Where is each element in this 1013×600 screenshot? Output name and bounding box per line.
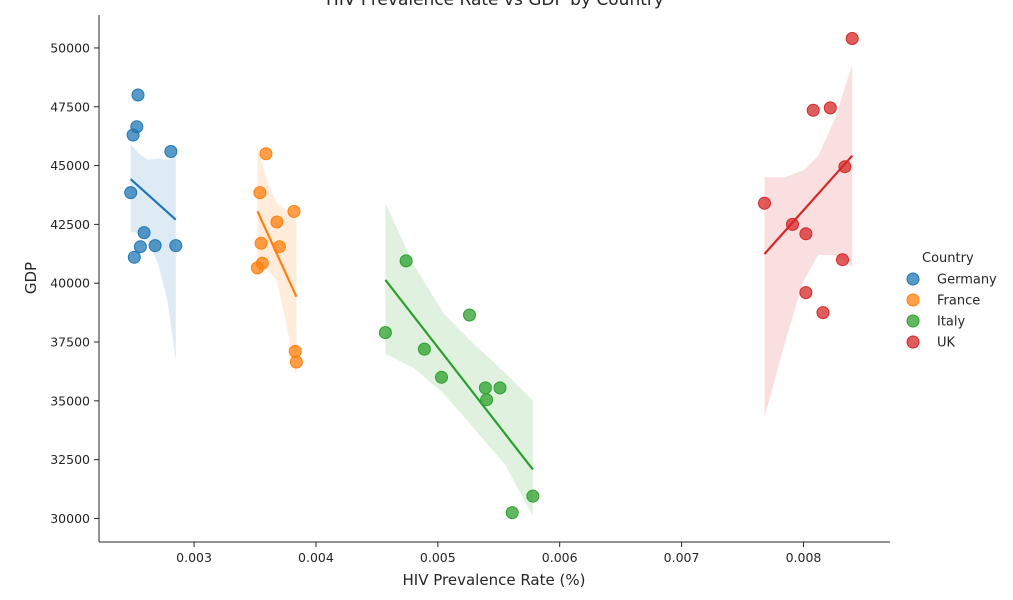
y-ticks: 30000 32500 35000 37500 40000 42500 45000 47500… [50,40,99,526]
legend-title: Country [922,251,974,266]
scatter-points [124,32,859,520]
axes: 0.003 0.004 0.005 0.006 0.007 0.008 30000 3250… [50,15,890,565]
point-germany [133,240,147,254]
legend-marker-uk [906,335,920,349]
legend-marker-germany [906,272,920,286]
x-tick-label: 0.005 [420,550,456,565]
point-uk [816,306,830,320]
point-italy [378,326,392,340]
regression-line-france [256,210,298,298]
point-uk [758,196,771,210]
point-france [287,204,301,218]
point-italy [463,308,476,322]
point-uk [836,253,849,267]
point-germany [148,239,162,253]
confidence-band-france [257,146,297,378]
x-tick-label: 0.004 [298,550,334,565]
point-france [289,355,303,369]
point-germany [164,145,178,158]
point-france [253,186,267,200]
legend-label-italy: Italy [937,315,966,330]
x-tick-label: 0.007 [664,550,700,565]
confidence-bands [130,64,853,517]
confidence-band-uk [764,64,853,418]
point-germany [124,186,138,200]
point-italy [505,506,519,520]
confidence-band-germany [130,144,176,361]
point-uk [823,101,837,115]
x-tick-label: 0.006 [542,550,578,565]
regression-line-germany [129,178,177,221]
y-tick-label: 42500 [50,217,90,232]
legend-label-france: France [937,294,980,309]
y-tick-label: 40000 [50,276,90,291]
chart-title: HIV Prevalence Rate vs GDP by Country [326,0,664,10]
point-uk [806,103,820,117]
point-germany [169,239,183,253]
legend-label-germany: Germany [937,273,997,288]
x-tick-label: 0.003 [176,550,212,565]
point-germany [126,128,140,142]
y-tick-label: 47500 [50,99,90,114]
point-france [270,215,284,229]
point-france [259,147,273,161]
point-italy [435,370,448,384]
legend-label-uk: UK [937,336,956,351]
point-germany [127,250,141,264]
regression-line-italy [384,279,534,471]
point-uk [799,286,813,300]
y-tick-label: 37500 [50,335,90,350]
y-tick-label: 50000 [50,40,90,55]
point-uk [838,160,852,174]
y-tick-label: 30000 [50,511,90,526]
point-france [272,240,286,254]
point-italy [417,342,431,356]
confidence-band-italy [385,203,533,517]
x-tick-label: 0.008 [786,550,822,565]
point-italy [399,254,413,268]
point-italy [478,381,492,395]
y-tick-label: 35000 [50,393,90,408]
point-france [254,236,268,250]
point-italy [480,393,494,407]
regression-lines [129,154,854,471]
point-italy [526,489,540,503]
point-uk [799,227,813,241]
point-uk [786,217,799,231]
y-tick-label: 32500 [50,452,90,467]
x-axis-label: HIV Prevalence Rate (%) [403,571,586,589]
point-germany [137,226,151,240]
legend-marker-france [906,293,920,307]
legend-marker-italy [906,314,920,328]
legend: Country Germany France Italy UK [906,251,997,351]
point-germany [131,88,145,102]
y-tick-label: 45000 [50,158,90,173]
legend-items: Germany France Italy UK [906,272,997,351]
point-france [288,344,302,358]
point-france [250,261,264,275]
x-ticks: 0.003 0.004 0.005 0.006 0.007 0.008 [176,542,821,565]
regression-line-uk [763,154,854,255]
y-axis-label: GDP [22,262,40,294]
point-uk [845,32,859,45]
point-italy [493,381,507,395]
